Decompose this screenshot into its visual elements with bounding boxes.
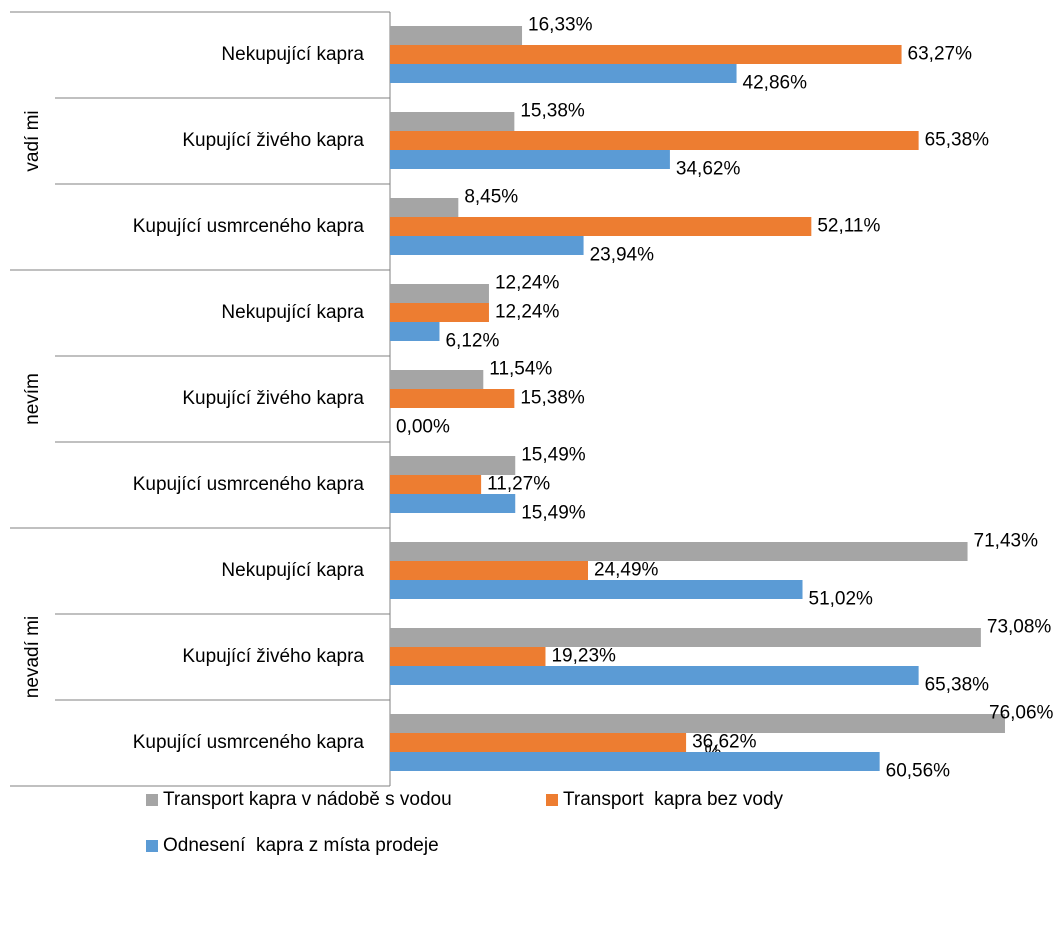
value-label: 65,38%: [925, 130, 990, 151]
bar: [390, 580, 803, 599]
value-label: 16,33%: [528, 15, 593, 36]
legend-swatch: [146, 840, 158, 852]
value-label: 42,86%: [743, 73, 808, 94]
value-label: 8,45%: [464, 187, 518, 208]
bar: [390, 456, 516, 475]
value-label: 15,49%: [521, 503, 586, 524]
legend-swatch: [546, 794, 558, 806]
value-label: 51,02%: [809, 589, 874, 610]
bar: [390, 733, 687, 752]
value-label: 36,62%: [692, 732, 757, 753]
value-label: 11,54%: [489, 359, 552, 380]
value-label: 76,06%: [989, 703, 1054, 724]
value-label: 6,12%: [445, 331, 499, 352]
value-label: 15,38%: [520, 388, 585, 409]
category-label: Kupující živého kapra: [182, 130, 364, 151]
category-label: Nekupující kapra: [221, 302, 364, 323]
bar: [390, 370, 484, 389]
bar: [390, 284, 489, 303]
legend-label: Odnesení kapra z místa prodeje: [163, 835, 439, 856]
legend-label: Transport kapra bez vody: [563, 789, 784, 810]
bar: [390, 647, 546, 666]
value-label: 73,08%: [987, 617, 1052, 638]
bar: [390, 542, 968, 561]
bar: [390, 389, 515, 408]
value-label: 11,27%: [487, 474, 550, 495]
value-label: 24,49%: [594, 560, 659, 581]
value-label: 34,62%: [676, 159, 741, 180]
bar: [390, 494, 516, 513]
group-label: nevadí mi: [22, 616, 43, 698]
bar: [390, 561, 589, 580]
value-label: 12,24%: [495, 273, 560, 294]
bar: [390, 628, 981, 647]
value-label: 65,38%: [925, 675, 990, 696]
bar: [390, 150, 670, 169]
bar: [390, 217, 812, 236]
category-label: Kupující usmrceného kapra: [133, 216, 365, 237]
group-label: vadí mi: [22, 110, 43, 171]
value-label: 19,23%: [551, 646, 616, 667]
category-label: Nekupující kapra: [221, 560, 364, 581]
value-label: 0,00%: [396, 417, 450, 438]
legend-label: Transport kapra v nádobě s vodou: [163, 789, 452, 810]
group-label: nevím: [22, 373, 43, 425]
bar: [390, 714, 1005, 733]
bar: [390, 45, 902, 64]
category-label: Kupující usmrceného kapra: [133, 732, 365, 753]
bar: [390, 666, 919, 685]
value-label: 15,49%: [521, 445, 586, 466]
category-label: Kupující živého kapra: [182, 646, 364, 667]
value-label: 52,11%: [817, 216, 880, 237]
value-label: 23,94%: [590, 245, 655, 266]
value-label: 12,24%: [495, 302, 560, 323]
category-label: Kupující usmrceného kapra: [133, 474, 365, 495]
bar: [390, 475, 482, 494]
category-label: Kupující živého kapra: [182, 388, 364, 409]
bar: [390, 303, 489, 322]
value-label: 63,27%: [908, 44, 973, 65]
bar: [390, 752, 880, 771]
bar: [390, 322, 440, 341]
value-label: 71,43%: [974, 531, 1039, 552]
bar: [390, 64, 737, 83]
bar: [390, 131, 919, 150]
value-label: 15,38%: [520, 101, 585, 122]
bar: [390, 198, 459, 217]
value-label: 60,56%: [886, 761, 951, 782]
bar: [390, 26, 523, 45]
bar: [390, 112, 515, 131]
category-label: Nekupující kapra: [221, 44, 364, 65]
legend-swatch: [146, 794, 158, 806]
bar: [390, 236, 584, 255]
